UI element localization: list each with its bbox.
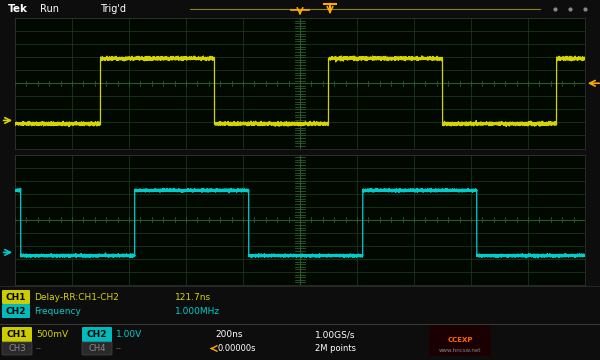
FancyBboxPatch shape — [2, 342, 32, 355]
Text: Run: Run — [40, 4, 59, 14]
Text: 121.7ns: 121.7ns — [175, 292, 211, 302]
Text: 0.00000s: 0.00000s — [217, 344, 256, 353]
Text: Trig'd: Trig'd — [100, 4, 126, 14]
Text: www.hncsw.net: www.hncsw.net — [439, 347, 481, 352]
Text: CH1: CH1 — [7, 330, 27, 339]
Text: 1.00V: 1.00V — [116, 330, 142, 339]
Text: CH1: CH1 — [6, 292, 26, 302]
Text: CH2: CH2 — [87, 330, 107, 339]
Text: --: -- — [116, 344, 122, 353]
Text: 1.00GS/s: 1.00GS/s — [315, 330, 355, 339]
FancyBboxPatch shape — [2, 290, 30, 304]
FancyBboxPatch shape — [429, 324, 491, 356]
Text: CH3: CH3 — [8, 344, 26, 353]
Text: 200ns: 200ns — [215, 330, 242, 339]
Text: --: -- — [36, 344, 42, 353]
FancyBboxPatch shape — [82, 327, 112, 342]
FancyBboxPatch shape — [2, 327, 32, 342]
Text: 500mV: 500mV — [36, 330, 68, 339]
Text: CH2: CH2 — [6, 306, 26, 315]
Text: CCEXP: CCEXP — [447, 337, 473, 343]
Text: CH4: CH4 — [88, 344, 106, 353]
FancyBboxPatch shape — [2, 304, 30, 318]
FancyBboxPatch shape — [82, 342, 112, 355]
Text: 1.000MHz: 1.000MHz — [175, 306, 220, 315]
Text: 2M points: 2M points — [315, 344, 356, 353]
Text: Delay-RR:CH1-CH2: Delay-RR:CH1-CH2 — [34, 292, 119, 302]
Text: Tek: Tek — [8, 4, 28, 14]
Text: Frequency: Frequency — [34, 306, 81, 315]
